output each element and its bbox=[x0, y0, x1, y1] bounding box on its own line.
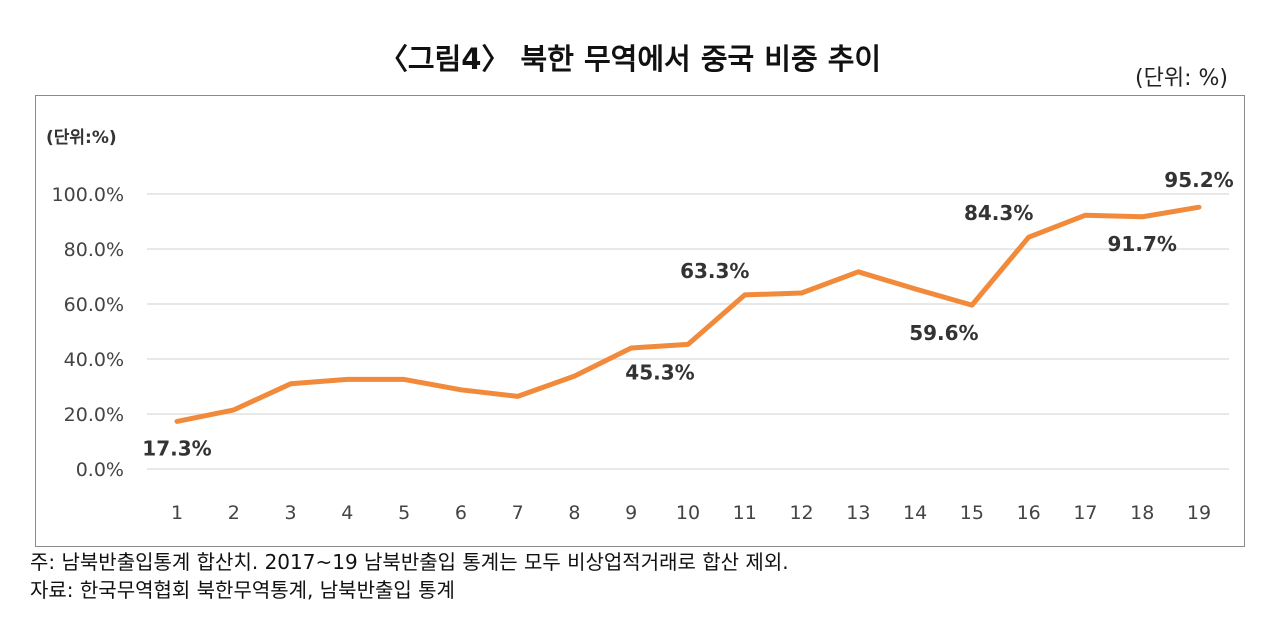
x-tick-label: 13 bbox=[846, 502, 870, 524]
series-line bbox=[174, 204, 1202, 424]
x-tick-label: 17 bbox=[1073, 502, 1097, 524]
y-tick-label: 40.0% bbox=[64, 349, 124, 371]
y-tick-label: 100.0% bbox=[52, 184, 124, 206]
x-tick-label: 3 bbox=[285, 502, 297, 524]
data-label: 84.3% bbox=[964, 201, 1033, 225]
data-label: 91.7% bbox=[1108, 232, 1177, 256]
x-tick-label: 1 bbox=[171, 502, 183, 524]
y-tick-label: 80.0% bbox=[64, 239, 124, 261]
x-tick-label: 18 bbox=[1130, 502, 1154, 524]
x-tick-label: 2 bbox=[228, 502, 240, 524]
data-label: 95.2% bbox=[1164, 168, 1233, 192]
y-tick-label: 60.0% bbox=[64, 294, 124, 316]
y-tick-label: 20.0% bbox=[64, 404, 124, 426]
x-tick-label: 19 bbox=[1187, 502, 1211, 524]
x-tick-label: 9 bbox=[625, 502, 637, 524]
x-tick-label: 15 bbox=[960, 502, 984, 524]
data-label: 45.3% bbox=[625, 360, 694, 384]
notes: 주: 남북반출입통계 합산치. 2017~19 남북반출입 통계는 모두 비상업… bbox=[30, 548, 789, 604]
x-tick-label: 8 bbox=[568, 502, 580, 524]
x-tick-label: 12 bbox=[789, 502, 813, 524]
x-tick-label: 5 bbox=[398, 502, 410, 524]
x-tick-label: 16 bbox=[1017, 502, 1041, 524]
y-tick-label: 0.0% bbox=[76, 459, 124, 481]
note-line: 주: 남북반출입통계 합산치. 2017~19 남북반출입 통계는 모두 비상업… bbox=[30, 550, 789, 574]
unit-label: (단위: %) bbox=[1135, 66, 1228, 91]
x-tick-label: 14 bbox=[903, 502, 927, 524]
x-tick-label: 11 bbox=[733, 502, 757, 524]
data-label: 17.3% bbox=[142, 436, 211, 460]
x-tick-label: 10 bbox=[676, 502, 700, 524]
chart-area: (단위:%) 0.0% 20.0% 40.0% 60.0% 80.0% 100.0% 1 2 3 4… bbox=[35, 95, 1245, 547]
data-label: 59.6% bbox=[909, 321, 978, 345]
x-tick-label: 7 bbox=[512, 502, 524, 524]
y-unit-label: (단위:%) bbox=[46, 128, 117, 148]
source-line: 자료: 한국무역협회 북한무역통계, 남북반출입 통계 bbox=[30, 578, 455, 602]
x-tick-label: 4 bbox=[341, 502, 353, 524]
chart-title: 〈그림4〉 북한 무역에서 중국 비중 추이 bbox=[378, 42, 882, 76]
data-label: 63.3% bbox=[680, 259, 749, 283]
line-chart: (단위:%)0.0%20.0%40.0%60.0%80.0%100.0%1 2 3 4… bbox=[46, 128, 1234, 524]
x-tick-label: 6 bbox=[455, 502, 467, 524]
